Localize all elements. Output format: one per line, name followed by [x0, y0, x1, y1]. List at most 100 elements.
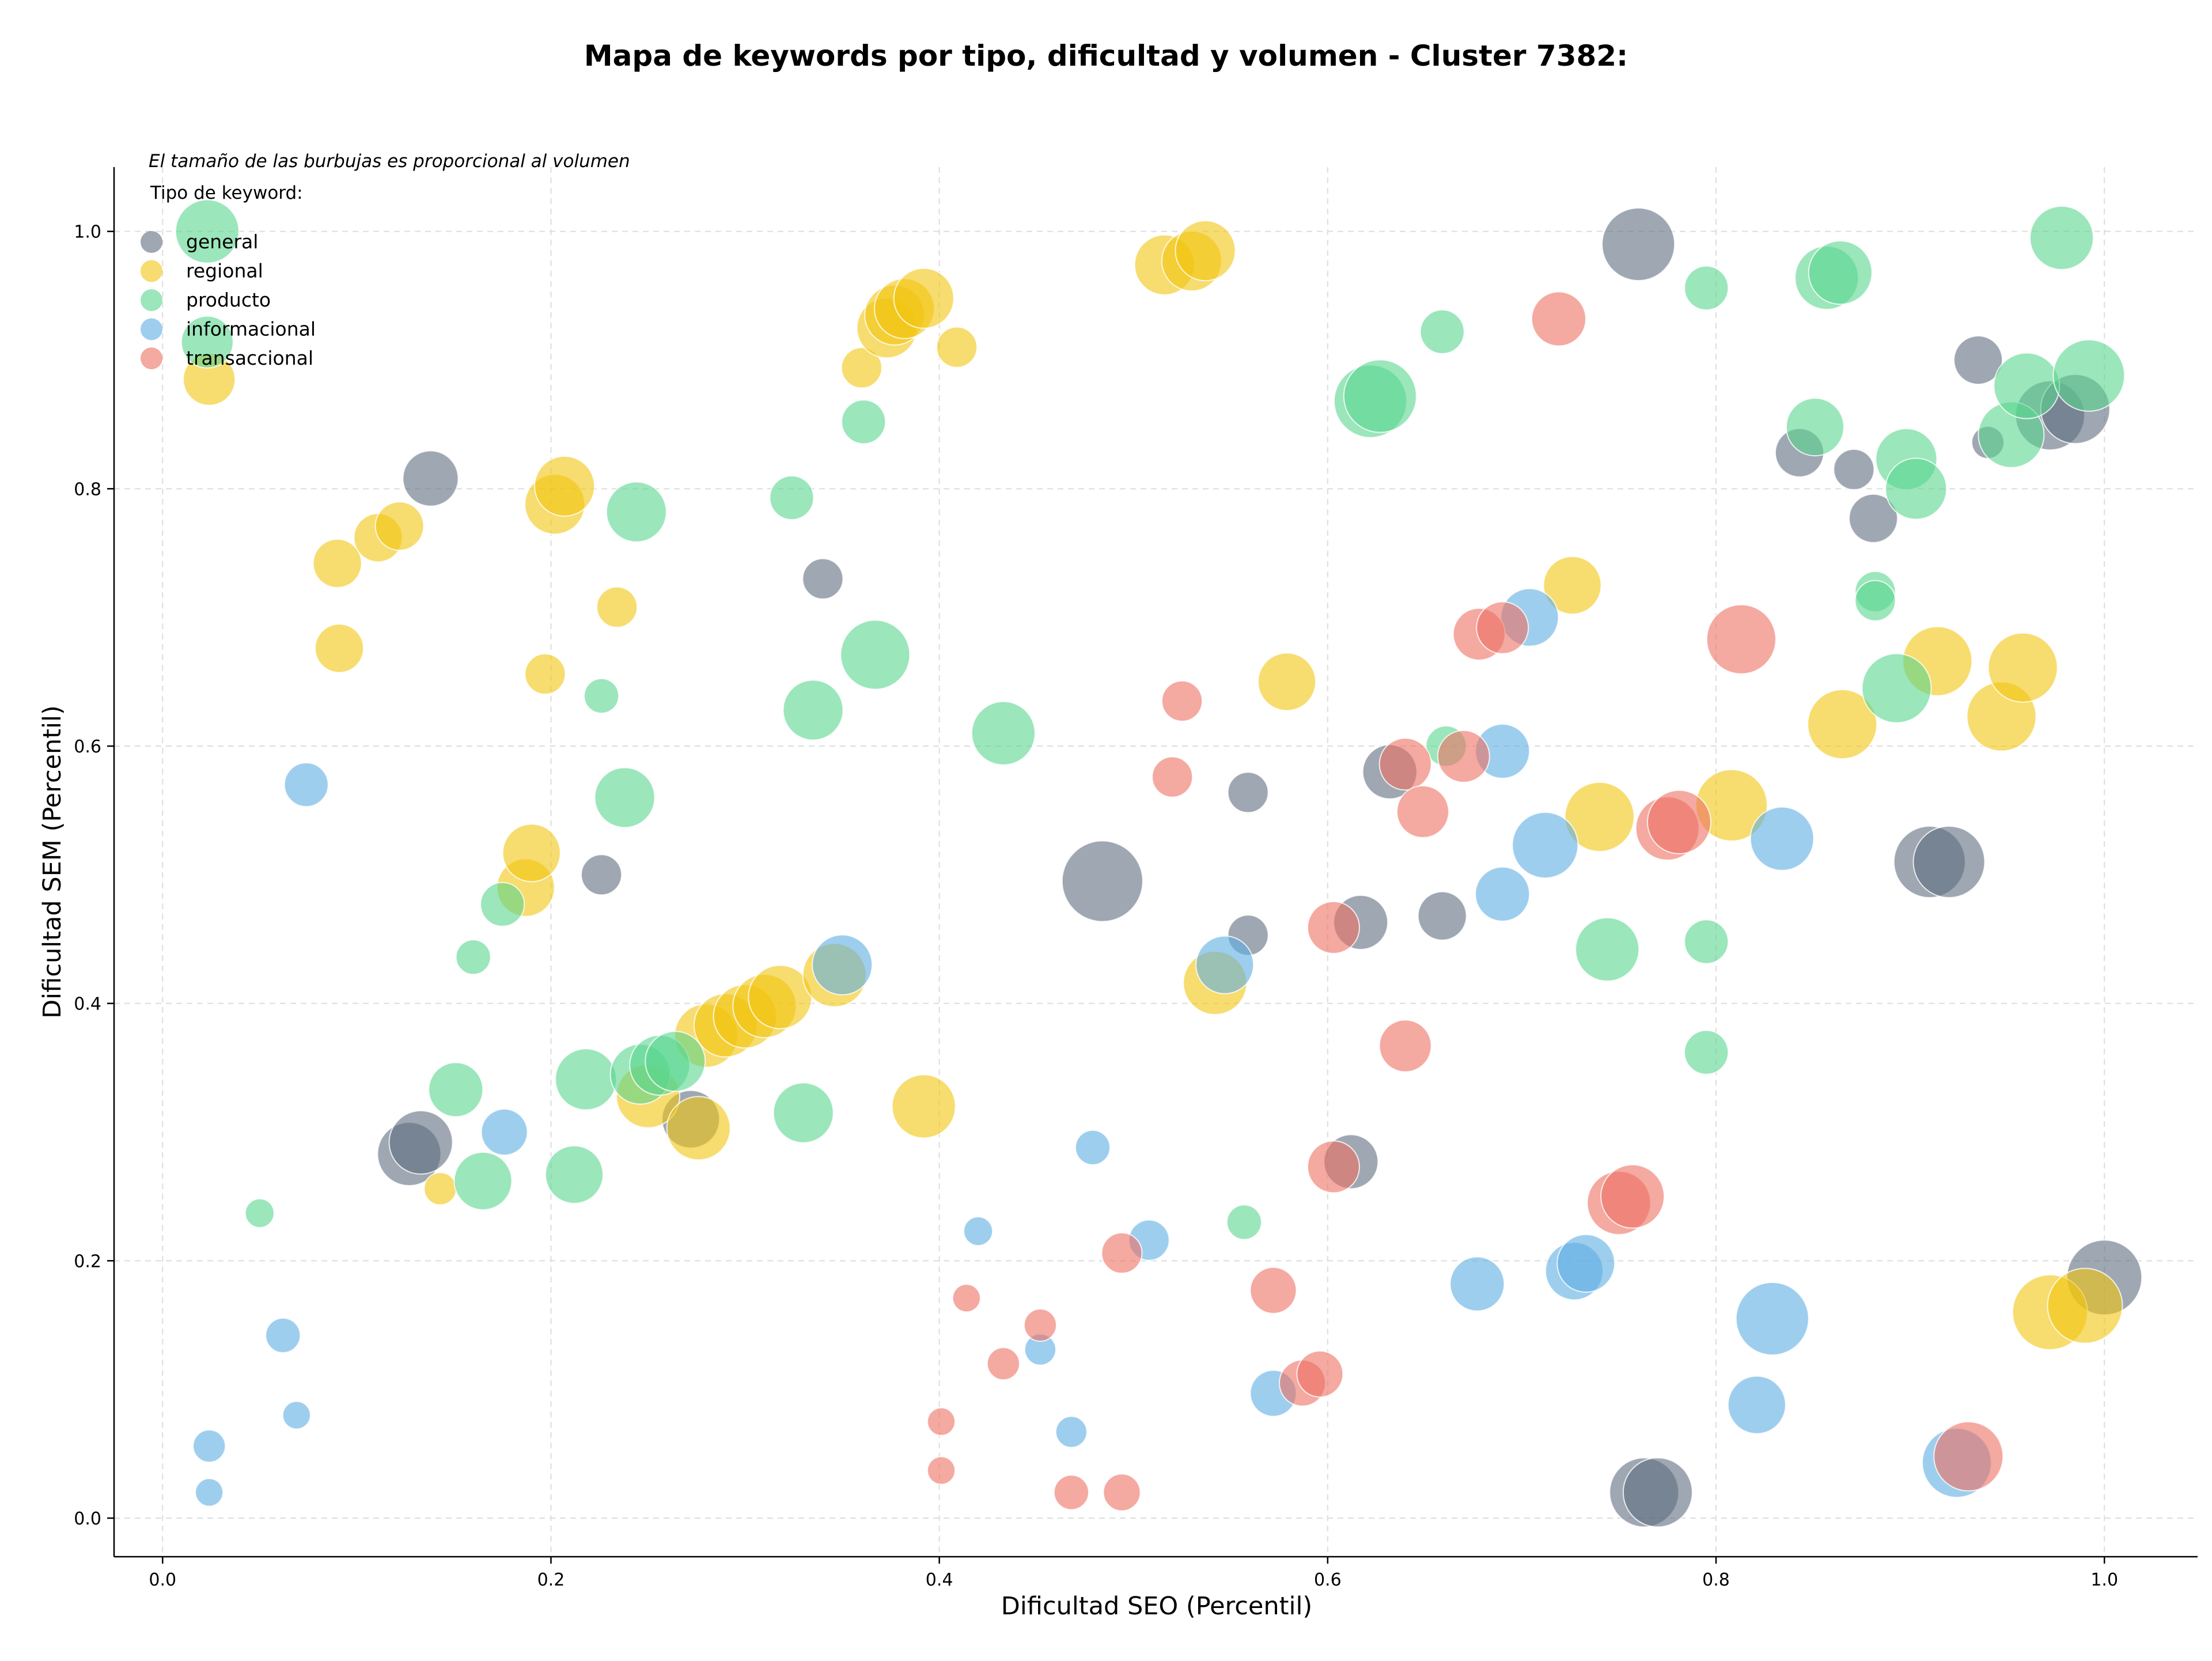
bubble-producto: [840, 619, 911, 690]
bubble-transaccional: [927, 1456, 956, 1485]
bubble-informacional: [1195, 935, 1255, 994]
bubble-transaccional: [1053, 1474, 1089, 1511]
bubble-producto: [1343, 359, 1417, 433]
bubble-transaccional: [1933, 1421, 2004, 1492]
bubble-informacional: [195, 1478, 224, 1507]
bubble-informacional: [1727, 1375, 1786, 1435]
legend-marker-informacional: [141, 318, 162, 340]
bubble-regional: [893, 267, 955, 329]
bubble-transaccional: [1103, 1473, 1141, 1512]
bubble-informacional: [1074, 1129, 1111, 1166]
bubble-producto: [244, 1198, 275, 1228]
bubble-general: [802, 558, 844, 600]
legend-label-transaccional: transaccional: [186, 347, 313, 369]
bubble-regional: [1807, 689, 1878, 760]
y-tick-label: 0.6: [74, 737, 101, 757]
series-general: [377, 207, 2143, 1528]
grid: [114, 167, 2198, 1557]
bubble-regional: [423, 1172, 457, 1206]
x-tick-label: 0.4: [926, 1570, 953, 1590]
axes: 0.0 0.2 0.4 0.6 0.8 1.0 0.0 0.2 0.4 0.6 0.8 1.0: [74, 167, 2198, 1590]
series-regional: [183, 220, 2123, 1350]
bubble-transaccional: [1706, 604, 1777, 675]
bubble-transaccional: [1161, 680, 1203, 722]
bubble-transaccional: [1378, 737, 1432, 791]
bubble-regional: [1987, 632, 2058, 703]
bubble-size-note: El tamaño de las burbujas es proporciona…: [149, 151, 630, 172]
bubble-regional: [374, 501, 425, 551]
bubble-informacional: [963, 1216, 994, 1246]
bubble-general: [1953, 335, 2003, 385]
bubble-general: [1417, 891, 1467, 941]
bubble-transaccional: [1437, 729, 1490, 783]
chart-title: Mapa de keywords por tipo, dificultad y …: [584, 39, 1628, 73]
bubble-transaccional: [986, 1347, 1020, 1380]
bubble-regional: [1175, 220, 1236, 282]
y-axis-label: Dificultad SEM (Percentil): [38, 705, 67, 1019]
bubble-informacional: [1512, 811, 1579, 879]
bubble-producto: [1684, 1030, 1729, 1075]
y-tick-label: 0.4: [74, 994, 101, 1015]
bubble-producto: [1993, 352, 2061, 419]
bubble-transaccional: [1476, 601, 1529, 654]
bubble-general: [1601, 207, 1676, 281]
y-tick-label: 1.0: [74, 222, 101, 243]
bubble-producto: [1226, 1204, 1262, 1240]
legend-marker-transaccional: [141, 347, 162, 369]
legend-marker-general: [141, 231, 162, 253]
bubble-producto: [2029, 205, 2094, 270]
bubble-regional: [312, 538, 362, 588]
series-transaccional: [927, 291, 2004, 1512]
bubble-producto: [645, 1031, 706, 1092]
series-informacional: [192, 588, 1993, 1507]
bubble-general: [1912, 826, 1986, 898]
bubble-regional: [1564, 781, 1635, 852]
x-tick-label: 1.0: [2090, 1570, 2118, 1590]
bubble-transaccional: [1306, 901, 1360, 954]
y-tick-label: 0.0: [74, 1509, 101, 1529]
bubble-producto: [555, 1048, 618, 1111]
bubble-informacional: [1475, 866, 1531, 922]
legend-title: Tipo de keyword:: [150, 183, 303, 203]
bubble-general: [388, 1110, 453, 1175]
bubble-transaccional: [1600, 1164, 1665, 1229]
bubble-producto: [594, 767, 656, 828]
bubble-regional: [596, 586, 638, 628]
bubble-producto: [1575, 917, 1640, 982]
bubble-informacional: [192, 1429, 226, 1463]
bubble-transaccional: [952, 1284, 981, 1313]
bubble-regional: [935, 326, 978, 368]
bubble-informacional: [812, 934, 873, 996]
bubble-producto: [453, 1151, 513, 1210]
bubble-general: [1227, 771, 1269, 814]
bubble-transaccional: [1306, 1140, 1360, 1194]
legend-label-producto: producto: [186, 289, 271, 311]
legend-label-general: general: [186, 230, 258, 253]
bubble-regional: [891, 1074, 956, 1139]
bubble-producto: [772, 1082, 834, 1144]
bubble-producto: [455, 939, 491, 975]
legend-label-regional: regional: [186, 260, 263, 282]
bubble-producto: [1419, 309, 1465, 354]
x-tick-label: 0.8: [1702, 1570, 1730, 1590]
x-axis-label: Dificultad SEO (Percentil): [1001, 1592, 1312, 1621]
bubble-informacional: [265, 1317, 301, 1353]
bubble-regional: [840, 347, 882, 389]
bubble-transaccional: [1023, 1308, 1057, 1342]
bubble-regional: [502, 823, 561, 883]
bubble-transaccional: [1378, 1019, 1432, 1073]
bubble-transaccional: [1296, 1350, 1344, 1398]
bubble-producto: [1808, 240, 1873, 305]
x-tick-label: 0.2: [537, 1570, 565, 1590]
bubble-producto: [841, 399, 887, 445]
bubble-producto: [1785, 398, 1844, 457]
bubble-regional: [524, 653, 566, 695]
bubble-informacional: [283, 762, 329, 807]
bubble-general: [1849, 493, 1899, 543]
bubble-transaccional: [1152, 756, 1194, 798]
bubble-producto: [175, 199, 240, 264]
bubble-producto: [782, 679, 844, 741]
x-tick-label: 0.6: [1314, 1570, 1342, 1590]
bubble-general: [1833, 448, 1875, 490]
